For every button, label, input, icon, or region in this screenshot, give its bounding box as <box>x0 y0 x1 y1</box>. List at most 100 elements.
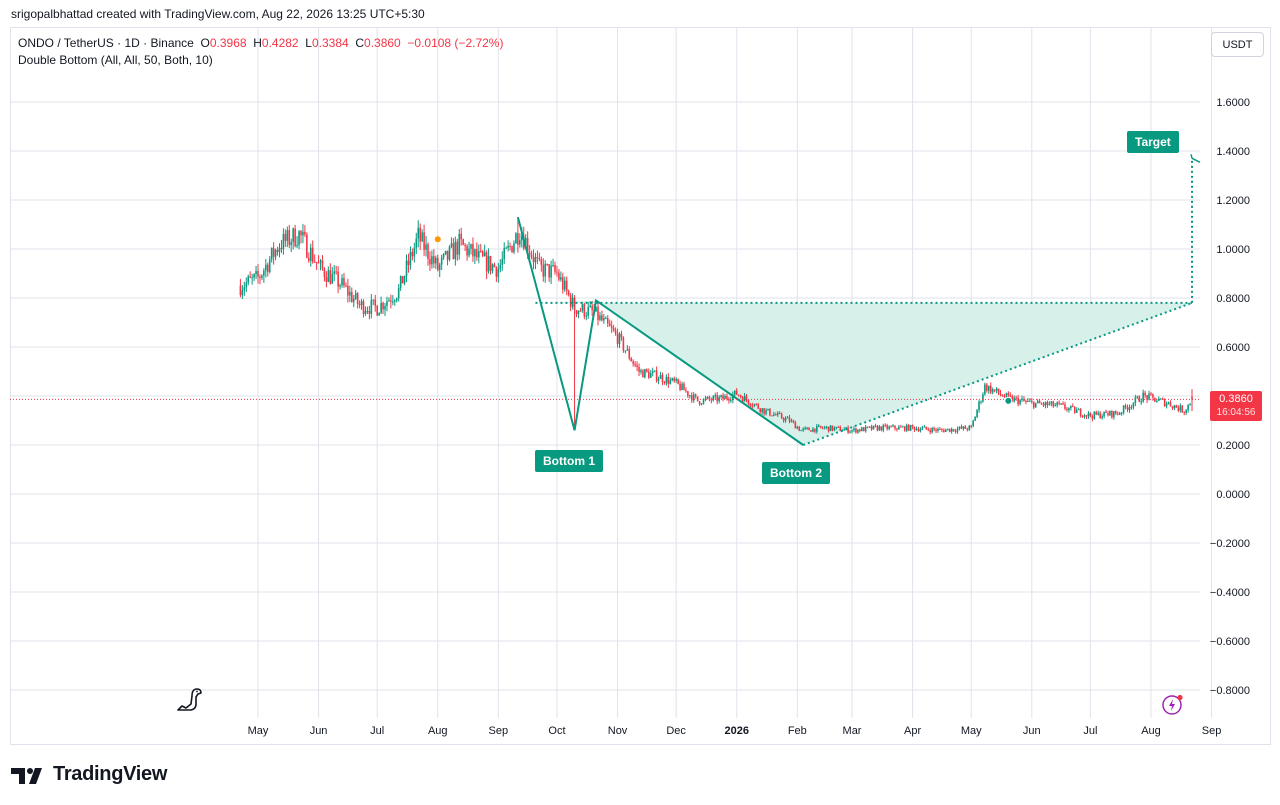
candle-body <box>978 401 980 411</box>
candle-body <box>282 233 285 250</box>
candle-body <box>366 310 369 312</box>
candle-body <box>392 301 394 303</box>
candle-body <box>505 247 507 249</box>
candle-body <box>255 271 257 275</box>
candle-body <box>1181 405 1184 413</box>
candle-body <box>489 256 492 271</box>
candle-body <box>1105 411 1107 414</box>
candle-body <box>501 259 504 265</box>
candle-body <box>890 426 892 428</box>
candle-body <box>335 271 337 273</box>
candle-body <box>526 237 529 253</box>
candle-body <box>964 426 967 429</box>
candle-body <box>837 426 840 428</box>
candle-body <box>681 383 683 390</box>
candle-body <box>546 263 548 265</box>
tradingview-logo[interactable]: TradingView <box>11 763 167 786</box>
candle-body <box>757 404 760 409</box>
candle-body <box>796 426 799 429</box>
candle-body <box>753 404 756 406</box>
candle-body <box>243 287 246 291</box>
candle-body <box>309 247 312 261</box>
last-price-value: 0.3860 <box>1219 393 1253 405</box>
currency-button[interactable]: USDT <box>1211 32 1264 57</box>
candle-body <box>288 230 291 245</box>
candle-body <box>847 427 849 433</box>
candle-body <box>435 257 437 264</box>
event-dot <box>1004 396 1013 405</box>
candle-body <box>687 391 689 396</box>
candle-body <box>520 235 523 241</box>
candle-body <box>1011 396 1014 402</box>
bottom2-label: Bottom 2 <box>762 462 830 484</box>
candle-body <box>819 425 822 428</box>
candle-body <box>1081 415 1084 417</box>
candle-body <box>685 390 687 392</box>
candle-body <box>1111 410 1113 418</box>
candle-body <box>360 301 363 305</box>
candle-body <box>1060 403 1062 405</box>
candle-body <box>651 371 654 374</box>
indicator-label[interactable]: Double Bottom (All, All, 50, Both, 10) <box>18 53 213 67</box>
candle-body <box>616 333 619 344</box>
candle-body <box>655 370 658 381</box>
candle-body <box>1191 396 1193 400</box>
candle-body <box>425 244 427 250</box>
candle-body <box>612 328 615 331</box>
y-tick-label: 1.6000 <box>1216 97 1250 109</box>
candle-body <box>1113 411 1115 418</box>
candle-body <box>769 408 771 416</box>
candle-body <box>915 428 918 431</box>
candle-body <box>239 285 242 296</box>
candle-body <box>548 264 550 278</box>
candle-body <box>696 396 699 402</box>
candle-body <box>620 333 623 338</box>
candle-body <box>587 307 590 316</box>
candle-body <box>550 265 552 278</box>
dinosaur-icon[interactable] <box>174 684 204 714</box>
candle-body <box>859 429 861 432</box>
candle-body <box>390 300 392 302</box>
candle-body <box>671 378 674 381</box>
candle-body <box>313 261 316 263</box>
close-label: C <box>355 36 365 50</box>
lightning-icon[interactable] <box>1161 693 1185 717</box>
candle-body <box>421 232 423 242</box>
y-tick-label: 0.0000 <box>1216 489 1250 501</box>
candle-body <box>946 428 949 430</box>
candle-body <box>431 256 433 265</box>
candle-body <box>1109 410 1111 416</box>
candle-body <box>399 275 402 288</box>
candle-body <box>931 428 933 433</box>
candle-body <box>644 369 646 378</box>
candle-body <box>317 262 320 264</box>
candle-body <box>665 376 668 384</box>
candle-body <box>470 244 472 249</box>
candle-body <box>1107 413 1109 416</box>
candle-body <box>1148 393 1150 400</box>
candle-body <box>905 424 908 431</box>
candle-body <box>778 413 781 415</box>
ohlc-row: ONDO / TetherUS · 1D · Binance O0.3968 H… <box>18 35 503 52</box>
candle-body <box>1042 403 1045 406</box>
close-value: 0.3860 <box>364 36 401 50</box>
candle-body <box>603 318 605 321</box>
candle-body <box>851 430 853 432</box>
candle-body <box>1013 397 1015 402</box>
candle-body <box>853 428 855 431</box>
candle-body <box>1140 401 1143 403</box>
candle-body <box>648 371 650 378</box>
x-tick-label: Jun <box>310 725 328 737</box>
candle-body <box>640 370 642 372</box>
candle-body <box>630 358 633 362</box>
candle-body <box>849 431 851 433</box>
candle-body <box>1093 411 1096 419</box>
candle-body <box>669 380 672 384</box>
symbol-label[interactable]: ONDO / TetherUS · 1D · Binance <box>18 36 194 50</box>
y-tick-label: −0.8000 <box>1210 685 1250 697</box>
candle-body <box>896 428 898 430</box>
candle-body <box>792 420 795 423</box>
candle-body <box>1064 404 1066 409</box>
candle-body <box>661 375 664 383</box>
